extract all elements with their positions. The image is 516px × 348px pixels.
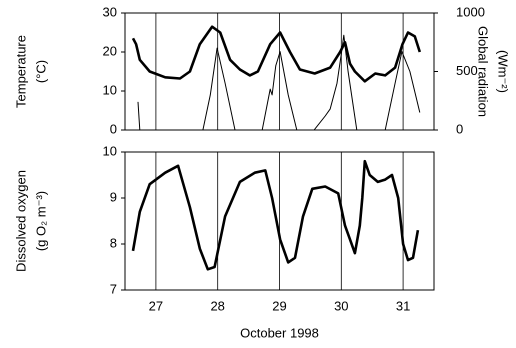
y-tick-label: 30 [103, 4, 117, 19]
y2-tick-label: 0 [456, 121, 463, 136]
y-tick-label: 10 [103, 143, 117, 158]
y-tick-label: 8 [110, 235, 117, 250]
x-tick-label: 30 [334, 298, 348, 313]
data-line [131, 25, 422, 83]
y2-axis-title: Global radiation [476, 26, 491, 117]
x-axis-title: October 1998 [240, 325, 319, 340]
radiation-line [137, 34, 421, 131]
y-axis-title: Temperature [13, 35, 28, 108]
x-tick-label: 27 [149, 298, 163, 313]
y-axis-title: (°C) [33, 60, 48, 83]
y-tick-label: 7 [110, 281, 117, 296]
y-tick-label: 9 [110, 189, 117, 204]
y2-axis-title: (Wm⁻²) [496, 50, 511, 93]
x-tick-label: 29 [272, 298, 286, 313]
y-axis-title: Dissolved oxygen [13, 170, 28, 272]
y2-tick-label: 1000 [456, 4, 485, 19]
data-line [131, 159, 420, 271]
y-axis-title: (g O₂ m⁻³) [33, 191, 48, 251]
x-tick-label: 31 [396, 298, 410, 313]
y2-tick-label: 500 [456, 63, 478, 78]
x-tick-label: 28 [210, 298, 224, 313]
y-tick-label: 10 [103, 82, 117, 97]
y-tick-label: 20 [103, 43, 117, 58]
y-tick-label: 0 [110, 121, 117, 136]
